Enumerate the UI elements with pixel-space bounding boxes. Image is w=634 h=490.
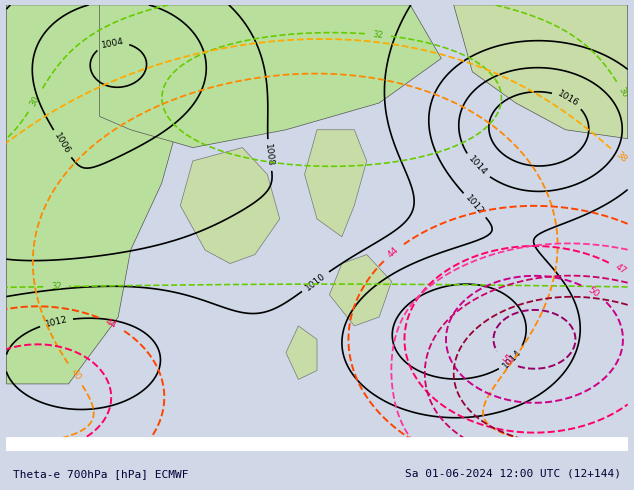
Text: 40: 40 — [68, 368, 82, 382]
Text: 38: 38 — [614, 150, 628, 165]
Text: 1004: 1004 — [100, 37, 124, 50]
Text: 1014: 1014 — [501, 347, 524, 370]
Text: 30: 30 — [29, 95, 41, 108]
Text: 53: 53 — [498, 353, 513, 368]
Polygon shape — [304, 130, 366, 237]
Text: Theta-e 700hPa [hPa] ECMWF: Theta-e 700hPa [hPa] ECMWF — [13, 468, 188, 479]
Text: 47: 47 — [68, 437, 82, 449]
Text: 1008: 1008 — [263, 143, 275, 167]
Polygon shape — [180, 147, 280, 264]
Text: 30: 30 — [617, 85, 630, 99]
Text: 44: 44 — [103, 317, 118, 330]
Polygon shape — [100, 5, 441, 147]
Text: Sa 01-06-2024 12:00 UTC (12+144): Sa 01-06-2024 12:00 UTC (12+144) — [406, 468, 621, 479]
Text: 32: 32 — [372, 30, 384, 40]
Text: 1006: 1006 — [53, 132, 72, 156]
Polygon shape — [454, 5, 628, 139]
Text: 1016: 1016 — [555, 89, 580, 109]
Text: 1012: 1012 — [464, 194, 486, 217]
Polygon shape — [6, 5, 180, 384]
Polygon shape — [330, 255, 392, 326]
Text: 1010: 1010 — [304, 271, 327, 292]
Text: 50: 50 — [586, 285, 600, 299]
Text: 1014: 1014 — [466, 155, 488, 178]
Text: 1012: 1012 — [44, 315, 68, 329]
Polygon shape — [286, 326, 317, 379]
Text: 32: 32 — [51, 282, 61, 291]
Text: 47: 47 — [613, 262, 628, 276]
Text: 44: 44 — [386, 245, 401, 259]
